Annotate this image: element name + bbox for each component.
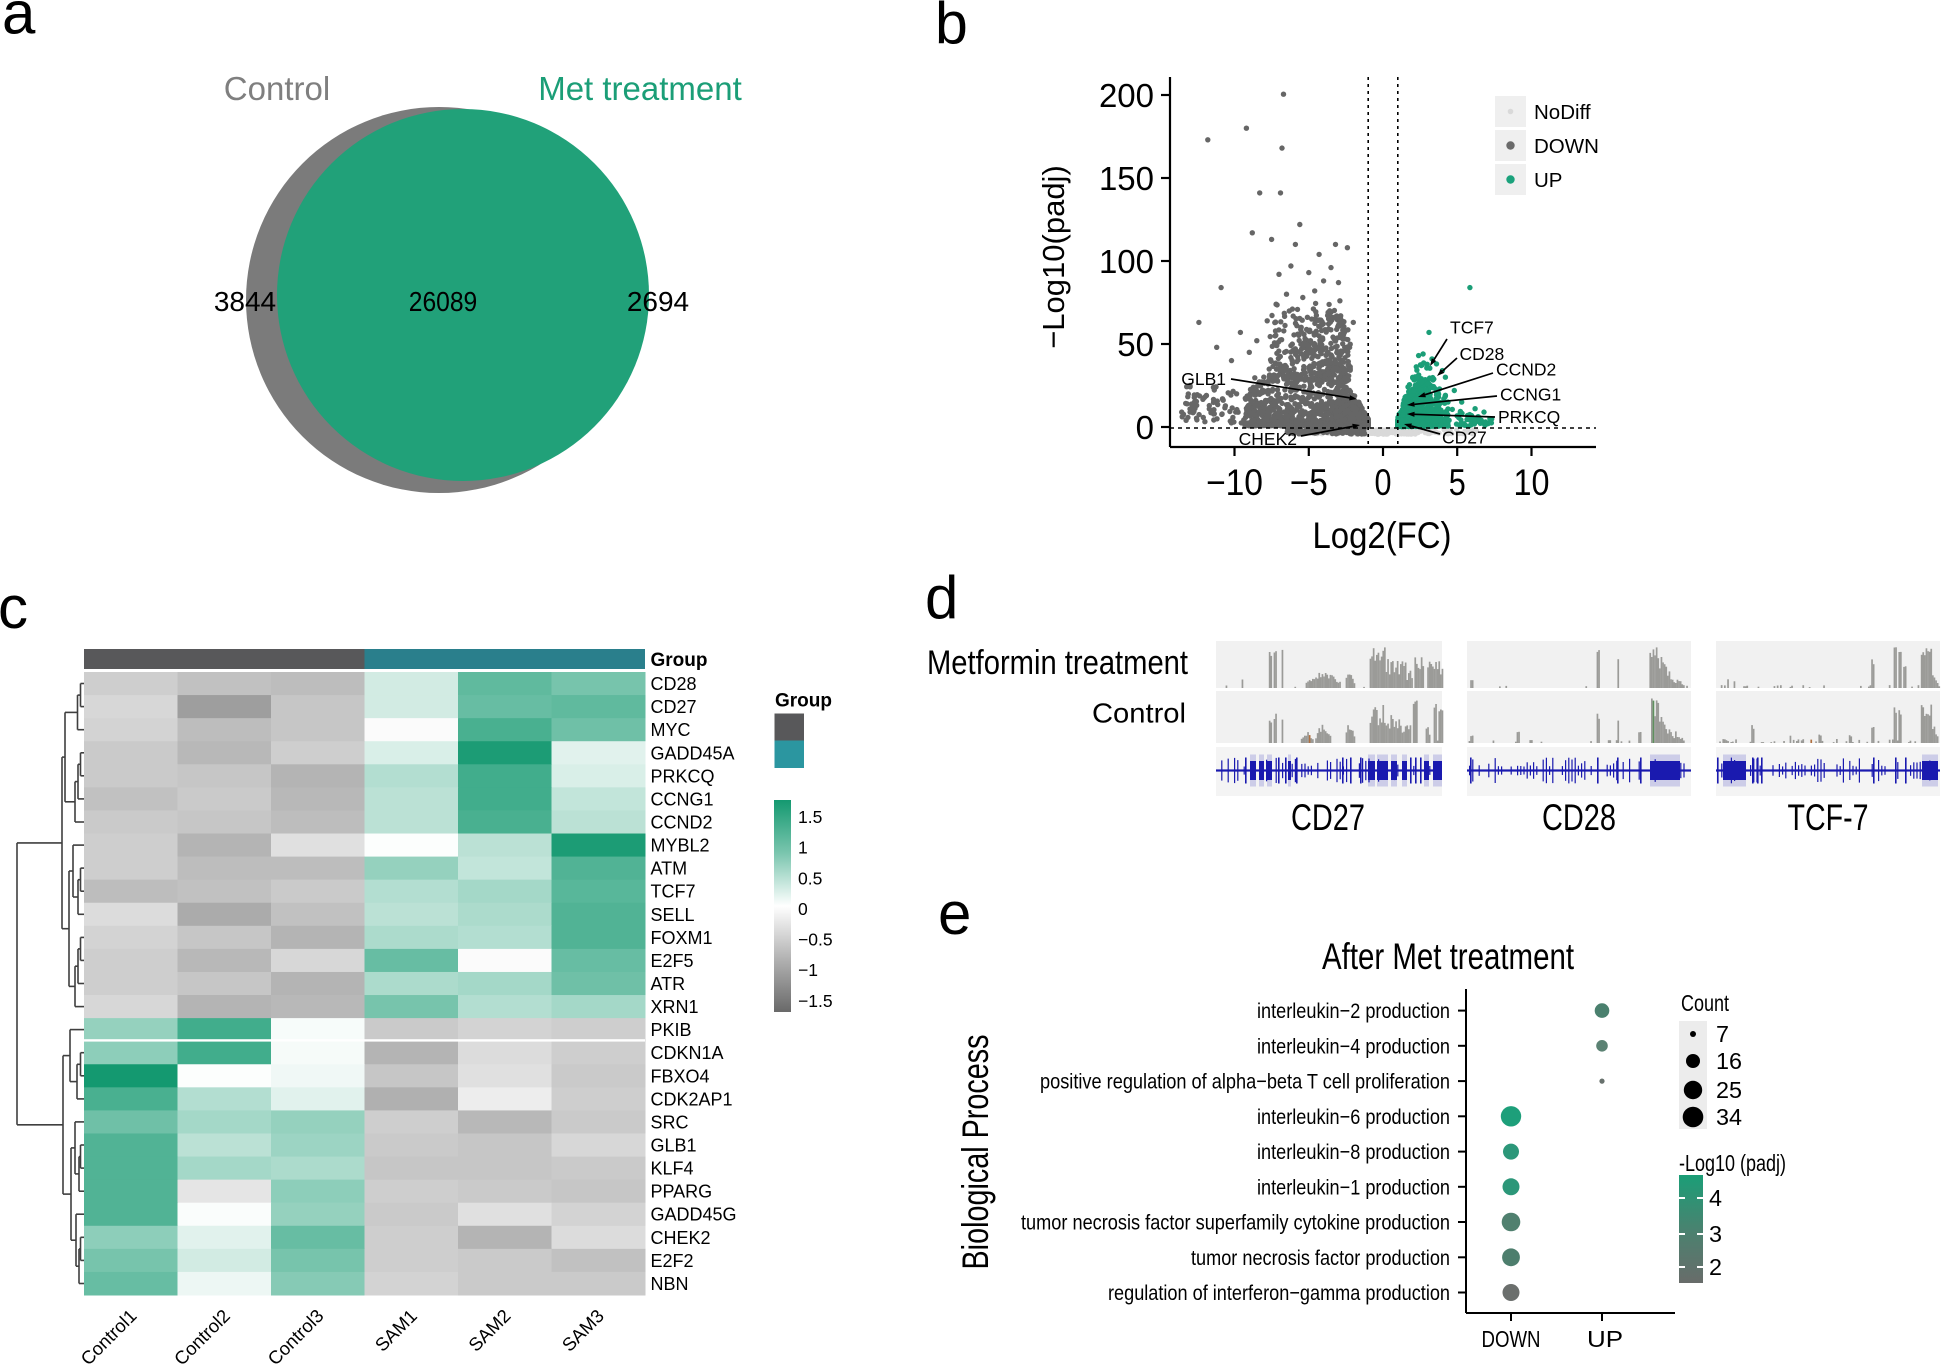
svg-text:Group: Group [775, 691, 832, 712]
svg-text:E2F2: E2F2 [651, 1251, 694, 1271]
svg-text:NBN: NBN [651, 1274, 689, 1294]
svg-text:c: c [0, 574, 28, 641]
svg-text:UP: UP [1534, 169, 1562, 192]
svg-text:GADD45A: GADD45A [651, 743, 735, 763]
svg-text:CDK2AP1: CDK2AP1 [651, 1089, 733, 1109]
svg-text:CCNG1: CCNG1 [1500, 385, 1561, 405]
svg-text:50: 50 [1117, 326, 1154, 363]
svg-text:26089: 26089 [409, 286, 478, 317]
svg-text:DOWN: DOWN [1482, 1326, 1541, 1352]
svg-text:GADD45G: GADD45G [651, 1205, 737, 1225]
svg-text:UP: UP [1587, 1326, 1623, 1352]
svg-text:1.5: 1.5 [798, 807, 822, 827]
svg-text:KLF4: KLF4 [651, 1159, 694, 1179]
svg-text:interleukin−2 production: interleukin−2 production [1257, 999, 1450, 1023]
svg-text:MYC: MYC [651, 720, 691, 740]
svg-text:TCF-7: TCF-7 [1788, 797, 1869, 838]
svg-text:ATR: ATR [651, 974, 686, 994]
svg-text:e: e [938, 880, 971, 947]
svg-text:FOXM1: FOXM1 [651, 928, 713, 948]
svg-text:PRKCQ: PRKCQ [1498, 407, 1560, 427]
svg-text:−1: −1 [798, 960, 818, 980]
svg-text:CCND2: CCND2 [651, 813, 713, 833]
svg-text:SRC: SRC [651, 1112, 689, 1132]
svg-text:3844: 3844 [214, 286, 276, 317]
svg-text:CCND2: CCND2 [1496, 360, 1556, 380]
svg-text:10: 10 [1514, 462, 1550, 503]
svg-text:200: 200 [1099, 77, 1154, 114]
svg-text:0: 0 [1136, 409, 1154, 446]
svg-text:−Log10(padj): −Log10(padj) [1036, 165, 1071, 349]
svg-text:CHEK2: CHEK2 [1239, 429, 1297, 449]
svg-text:0: 0 [798, 899, 808, 919]
svg-text:CDKN1A: CDKN1A [651, 1043, 724, 1063]
svg-text:GLB1: GLB1 [1181, 369, 1226, 389]
svg-text:100: 100 [1099, 243, 1154, 280]
svg-text:After Met treatment: After Met treatment [1322, 936, 1575, 977]
svg-text:150: 150 [1099, 160, 1154, 197]
svg-text:b: b [935, 0, 968, 57]
svg-text:d: d [925, 564, 958, 631]
svg-text:E2F5: E2F5 [651, 951, 694, 971]
svg-text:Group: Group [651, 650, 708, 671]
svg-text:Log2(FC): Log2(FC) [1313, 514, 1452, 556]
svg-text:−5: −5 [1290, 462, 1328, 503]
svg-text:0: 0 [1375, 462, 1392, 503]
svg-text:FBXO4: FBXO4 [651, 1066, 710, 1086]
svg-text:PRKCQ: PRKCQ [651, 766, 715, 786]
svg-text:CD28: CD28 [651, 674, 697, 694]
svg-text:NoDiff: NoDiff [1534, 101, 1591, 124]
svg-text:ATM: ATM [651, 859, 688, 879]
svg-text:GLB1: GLB1 [651, 1136, 697, 1156]
svg-text:−10: −10 [1206, 462, 1263, 503]
svg-text:positive regulation of alpha−b: positive regulation of alpha−beta T cell… [1040, 1070, 1450, 1094]
svg-text:PPARG: PPARG [651, 1182, 713, 1202]
svg-text:−1.5: −1.5 [798, 991, 833, 1011]
svg-text:CD27: CD27 [651, 697, 697, 717]
svg-text:CD27: CD27 [1291, 797, 1365, 838]
svg-text:DOWN: DOWN [1534, 135, 1599, 158]
svg-text:interleukin−4 production: interleukin−4 production [1257, 1034, 1450, 1058]
svg-text:a: a [2, 0, 36, 47]
svg-text:Met treatment: Met treatment [538, 70, 742, 107]
svg-text:CD27: CD27 [1442, 428, 1487, 448]
svg-text:Biological Process: Biological Process [955, 1035, 996, 1270]
svg-text:XRN1: XRN1 [651, 997, 699, 1017]
svg-text:TCF7: TCF7 [1450, 318, 1494, 338]
svg-text:2694: 2694 [627, 286, 689, 317]
svg-text:5: 5 [1449, 462, 1466, 503]
svg-text:1: 1 [798, 838, 808, 858]
svg-text:TCF7: TCF7 [651, 882, 696, 902]
svg-text:CD28: CD28 [1542, 797, 1616, 838]
svg-text:−0.5: −0.5 [798, 930, 833, 950]
svg-text:MYBL2: MYBL2 [651, 836, 710, 856]
svg-text:CCNG1: CCNG1 [651, 789, 714, 809]
svg-text:Control: Control [1092, 698, 1186, 729]
svg-text:0.5: 0.5 [798, 868, 822, 888]
svg-text:SELL: SELL [651, 905, 695, 925]
svg-text:Control: Control [224, 70, 330, 107]
svg-text:CHEK2: CHEK2 [651, 1228, 711, 1248]
svg-text:CD28: CD28 [1460, 344, 1505, 364]
svg-text:Metformin treatment: Metformin treatment [927, 644, 1188, 682]
svg-text:PKIB: PKIB [651, 1020, 692, 1040]
